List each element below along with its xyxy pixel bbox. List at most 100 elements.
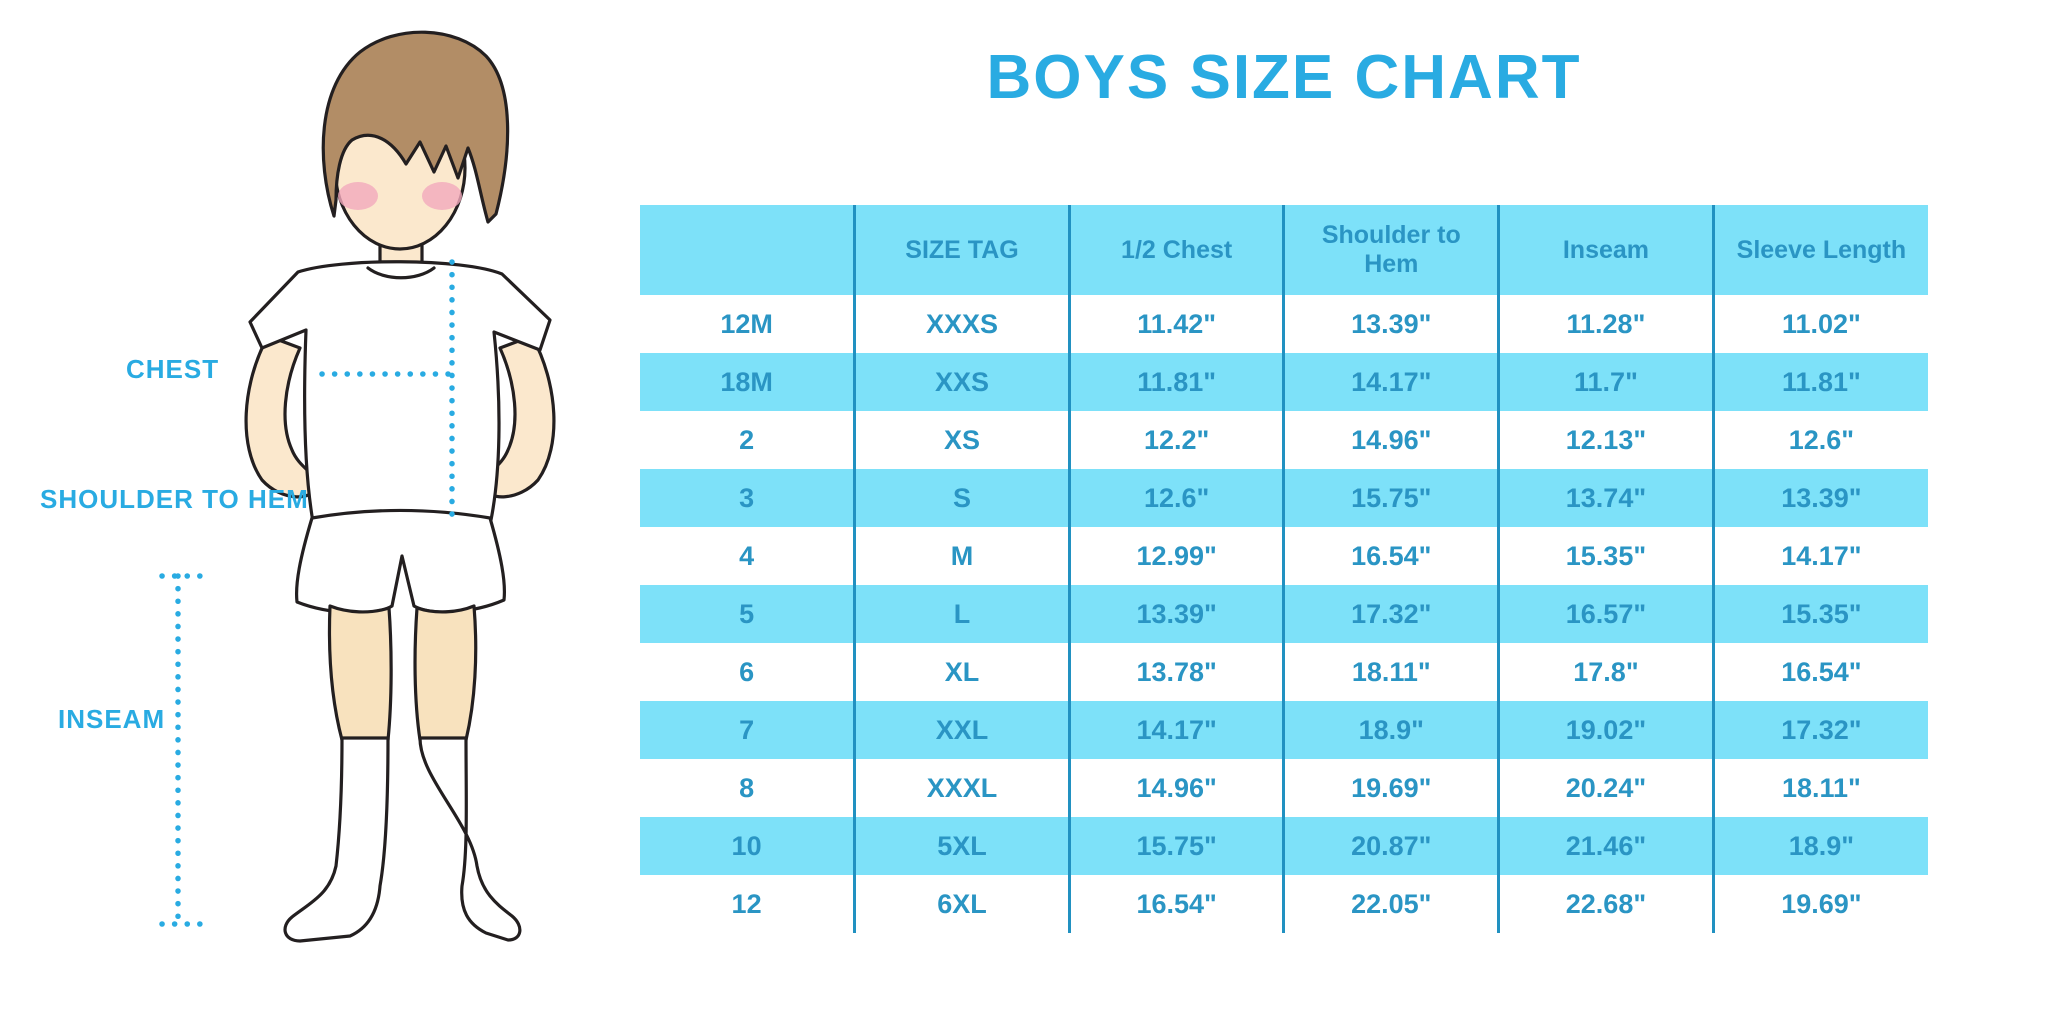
table-cell: 11.81" [1711,353,1928,411]
boy-blush-left [338,182,378,210]
table-cell: 2 [739,424,755,455]
table-row: 5 L 13.39" 17.32" 16.57" 15.35" [640,585,1928,643]
table-cell: 15.75" [1067,817,1284,875]
table-cell: XL [853,643,1070,701]
table-cell: 22.05" [1282,875,1499,933]
table-cell: XXXS [853,295,1070,353]
table-row: 10 5XL 15.75" 20.87" 21.46" 18.9" [640,817,1928,875]
size-table-header: SIZE TAG 1/2 Chest Shoulder to Hem Insea… [640,205,1928,295]
table-cell: M [853,527,1070,585]
table-cell: 19.69" [1282,759,1499,817]
table-cell: 12.6" [1067,469,1284,527]
chest-label: CHEST [126,354,220,384]
table-cell: 13.78" [1067,643,1284,701]
header-cell-size-tag: SIZE TAG [853,205,1070,295]
table-cell: 17.8" [1497,643,1714,701]
boy-figure-area [0,0,560,1024]
table-cell: 17.32" [1711,701,1928,759]
table-cell: 21.46" [1497,817,1714,875]
table-cell: 11.7" [1497,353,1714,411]
table-cell: S [853,469,1070,527]
table-cell: 11.28" [1497,295,1714,353]
table-cell: 12.6" [1711,411,1928,469]
table-cell: 8 [739,772,755,803]
table-cell: 13.39" [1067,585,1284,643]
table-cell: 5 [640,585,855,643]
table-cell: 13.39" [1282,295,1499,353]
table-row: 7 XXL 14.17" 18.9" 19.02" 17.32" [640,701,1928,759]
table-row: 12M XXXS 11.42" 13.39" 11.28" 11.02" [640,295,1928,353]
table-cell: 20.87" [1282,817,1499,875]
table-cell: 12M [720,308,773,339]
boy-hair [321,30,510,224]
table-cell: 15.35" [1711,585,1928,643]
boy-shirt-neckline [366,266,436,280]
table-cell: 11.81" [1067,353,1284,411]
table-row: 3 S 12.6" 15.75" 13.74" 13.39" [640,469,1928,527]
table-cell: 16.57" [1497,585,1714,643]
table-cell: 16.54" [1282,527,1499,585]
table-cell: 19.02" [1497,701,1714,759]
header-cell-half-chest: 1/2 Chest [1067,205,1284,295]
table-cell: 3 [640,469,855,527]
table-row: 2 XS 12.2" 14.96" 12.13" 12.6" [640,411,1928,469]
table-cell: 4 [739,540,755,571]
table-cell: 13.39" [1711,469,1928,527]
table-cell: 12.99" [1067,527,1284,585]
boy-illustration [159,30,556,943]
inseam-label: INSEAM [58,704,166,734]
table-cell: 12 [731,888,762,919]
table-row: 6 XL 13.78" 18.11" 17.8" 16.54" [640,643,1928,701]
table-cell: 6 [739,656,755,687]
boy-right-sock [418,736,522,942]
table-cell: L [853,585,1070,643]
boy-shirt [248,260,552,532]
boy-blush-right [422,182,462,210]
table-cell: 14.96" [1067,759,1284,817]
table-cell: 14.17" [1067,701,1284,759]
header-cell-size [640,205,855,295]
boy-left-leg [327,604,393,742]
table-cell: 11.02" [1711,295,1928,353]
size-chart-table: SIZE TAG 1/2 Chest Shoulder to Hem Insea… [640,205,1928,933]
table-cell: 11.42" [1067,295,1284,353]
table-cell: 16.54" [1067,875,1284,933]
table-cell: 18.9" [1711,817,1928,875]
table-row: 4 M 12.99" 16.54" 15.35" 14.17" [640,527,1928,585]
table-row: 8 XXXL 14.96" 19.69" 20.24" 18.11" [640,759,1928,817]
table-cell: 17.32" [1282,585,1499,643]
table-cell: XXXL [853,759,1070,817]
size-chart-table-container: SIZE TAG 1/2 Chest Shoulder to Hem Insea… [640,205,1928,933]
table-cell: 20.24" [1497,759,1714,817]
table-cell: XXS [853,353,1070,411]
table-cell: 15.35" [1497,527,1714,585]
boy-shorts [295,508,506,615]
table-cell: 5XL [853,817,1070,875]
header-cell-sleeve-length: Sleeve Length [1711,205,1928,295]
table-row: 12 6XL 16.54" 22.05" 22.68" 19.69" [640,875,1928,933]
table-cell: 18.11" [1282,643,1499,701]
header-cell-shoulder-to-hem: Shoulder to Hem [1282,205,1499,295]
table-cell: 14.17" [1282,353,1499,411]
table-cell: 12.2" [1067,411,1284,469]
table-cell: 14.96" [1282,411,1499,469]
table-cell: 22.68" [1497,875,1714,933]
table-cell: 6XL [853,875,1070,933]
table-cell: 18.11" [1711,759,1928,817]
size-table-body: 12M XXXS 11.42" 13.39" 11.28" 11.02" 18M XXS 11.… [640,295,1928,933]
boy-right-leg [413,604,478,742]
table-cell: 7 [640,701,855,759]
table-row: 18M XXS 11.81" 14.17" 11.7" 11.81" [640,353,1928,411]
page-title: BOYS SIZE CHART [986,43,1582,112]
table-cell: 15.75" [1282,469,1499,527]
table-cell: 18M [640,353,855,411]
table-cell: 16.54" [1711,643,1928,701]
table-cell: XS [853,411,1070,469]
table-cell: 12.13" [1497,411,1714,469]
table-cell: 18.9" [1282,701,1499,759]
table-cell: 10 [640,817,855,875]
table-cell: 19.69" [1711,875,1928,933]
shoulder-to-hem-label: SHOULDER TO HEM [40,484,309,514]
header-row: SIZE TAG 1/2 Chest Shoulder to Hem Insea… [640,205,1928,295]
boy-left-sock [283,736,390,943]
